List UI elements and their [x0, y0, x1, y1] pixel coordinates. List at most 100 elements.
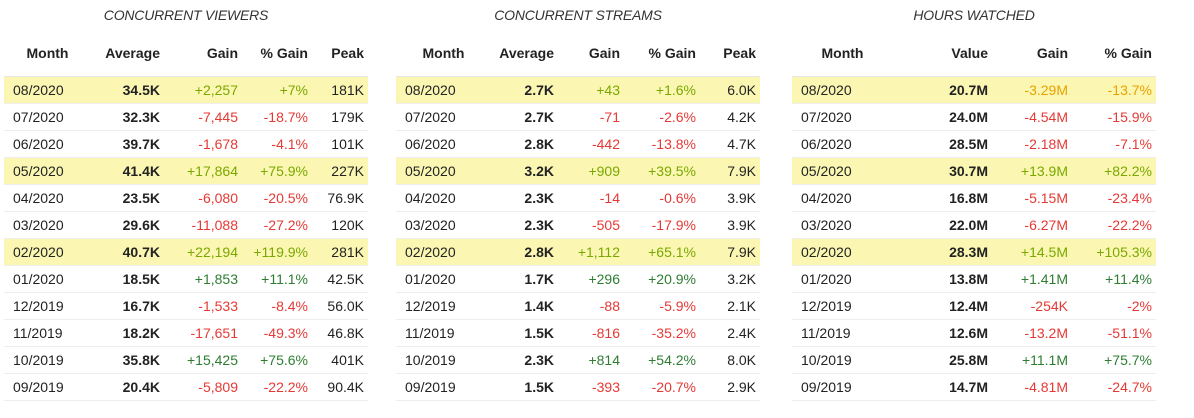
month-cell: 04/2020	[4, 184, 86, 212]
column-header-pct-gain[interactable]: % Gain	[624, 30, 700, 77]
pct-gain-cell: -17.9%	[624, 211, 700, 239]
gain-cell: -6,080	[164, 184, 242, 212]
month-cell: 07/2020	[4, 103, 86, 131]
average-cell: 1.7K	[486, 265, 558, 293]
gain-cell: -6.27M	[992, 211, 1072, 239]
pct-gain-cell: -2.6%	[624, 103, 700, 131]
column-header-gain[interactable]: Gain	[164, 30, 242, 77]
value-cell: 30.7M	[888, 157, 992, 185]
peak-cell: 3.9K	[700, 211, 760, 239]
gain-cell: -505	[558, 211, 624, 239]
peak-cell: 2.1K	[700, 292, 760, 320]
gain-cell: -393	[558, 373, 624, 401]
gain-cell: -71	[558, 103, 624, 131]
pct-gain-cell: -2%	[1072, 292, 1156, 320]
table-row: 02/2020 2.8K +1,112 +65.1% 7.9K	[396, 238, 760, 266]
column-header-average[interactable]: Average	[86, 30, 164, 77]
gain-cell: -3.29M	[992, 76, 1072, 104]
peak-cell: 101K	[312, 130, 368, 158]
column-header-month[interactable]: Month	[396, 30, 486, 77]
concurrent-viewers-title: CONCURRENT VIEWERS	[103, 7, 269, 23]
pct-gain-cell: +11.4%	[1072, 265, 1156, 293]
table-row: 03/2020 22.0M -6.27M -22.2%	[792, 211, 1156, 239]
gain-cell: -5.15M	[992, 184, 1072, 212]
month-cell: 10/2019	[4, 346, 86, 374]
table-row: 03/2020 2.3K -505 -17.9% 3.9K	[396, 211, 760, 239]
column-header-pct-gain[interactable]: % Gain	[242, 30, 312, 77]
table-row: 07/2020 2.7K -71 -2.6% 4.2K	[396, 103, 760, 131]
table-row: 01/2020 1.7K +296 +20.9% 3.2K	[396, 265, 760, 293]
pct-gain-cell: +11.1%	[242, 265, 312, 293]
month-cell: 07/2020	[396, 103, 486, 131]
gain-cell: -14	[558, 184, 624, 212]
average-cell: 16.7K	[86, 292, 164, 320]
gain-cell: -13.2M	[992, 319, 1072, 347]
concurrent-streams-panel: CONCURRENT STREAMS Month Average Gain % …	[396, 0, 760, 401]
hours-watched-table: Month Value Gain % Gain 08/2020 20.7M -3.2…	[792, 30, 1156, 401]
average-cell: 34.5K	[86, 76, 164, 104]
peak-cell: 401K	[312, 346, 368, 374]
column-header-peak[interactable]: Peak	[312, 30, 368, 77]
peak-cell: 181K	[312, 76, 368, 104]
average-cell: 2.7K	[486, 103, 558, 131]
column-header-month[interactable]: Month	[792, 30, 888, 77]
peak-cell: 42.5K	[312, 265, 368, 293]
pct-gain-cell: +39.5%	[624, 157, 700, 185]
table-row: 04/2020 16.8M -5.15M -23.4%	[792, 184, 1156, 212]
average-cell: 2.8K	[486, 130, 558, 158]
gain-cell: +43	[558, 76, 624, 104]
pct-gain-cell: -51.1%	[1072, 319, 1156, 347]
table-row: 03/2020 29.6K -11,088 -27.2% 120K	[4, 211, 368, 239]
month-cell: 05/2020	[792, 157, 888, 185]
average-cell: 2.3K	[486, 211, 558, 239]
table-row: 01/2020 13.8M +1.41M +11.4%	[792, 265, 1156, 293]
table-row: 11/2019 18.2K -17,651 -49.3% 46.8K	[4, 319, 368, 347]
month-cell: 09/2019	[792, 373, 888, 401]
column-header-gain[interactable]: Gain	[992, 30, 1072, 77]
table-row: 05/2020 30.7M +13.9M +82.2%	[792, 157, 1156, 185]
month-cell: 10/2019	[396, 346, 486, 374]
gain-cell: -4.81M	[992, 373, 1072, 401]
pct-gain-cell: +75.6%	[242, 346, 312, 374]
average-cell: 2.3K	[486, 184, 558, 212]
gain-cell: +909	[558, 157, 624, 185]
pct-gain-cell: -20.7%	[624, 373, 700, 401]
table-row: 07/2020 32.3K -7,445 -18.7% 179K	[4, 103, 368, 131]
average-cell: 1.5K	[486, 373, 558, 401]
gain-cell: -254K	[992, 292, 1072, 320]
value-cell: 12.6M	[888, 319, 992, 347]
average-cell: 35.8K	[86, 346, 164, 374]
month-cell: 04/2020	[792, 184, 888, 212]
column-header-month[interactable]: Month	[4, 30, 86, 77]
gain-cell: -11,088	[164, 211, 242, 239]
table-row: 11/2019 1.5K -816 -35.2% 2.4K	[396, 319, 760, 347]
month-cell: 06/2020	[396, 130, 486, 158]
column-header-gain[interactable]: Gain	[558, 30, 624, 77]
gain-cell: -816	[558, 319, 624, 347]
value-cell: 24.0M	[888, 103, 992, 131]
column-header-pct-gain[interactable]: % Gain	[1072, 30, 1156, 77]
pct-gain-cell: +105.3%	[1072, 238, 1156, 266]
pct-gain-cell: -49.3%	[242, 319, 312, 347]
average-cell: 23.5K	[86, 184, 164, 212]
gain-cell: -1,678	[164, 130, 242, 158]
month-cell: 03/2020	[792, 211, 888, 239]
table-row: 10/2019 35.8K +15,425 +75.6% 401K	[4, 346, 368, 374]
table-row: 04/2020 2.3K -14 -0.6% 3.9K	[396, 184, 760, 212]
column-header-peak[interactable]: Peak	[700, 30, 760, 77]
peak-cell: 90.4K	[312, 373, 368, 401]
column-header-value[interactable]: Value	[888, 30, 992, 77]
month-cell: 09/2019	[396, 373, 486, 401]
average-cell: 40.7K	[86, 238, 164, 266]
value-cell: 22.0M	[888, 211, 992, 239]
average-cell: 18.2K	[86, 319, 164, 347]
table-row: 09/2019 20.4K -5,809 -22.2% 90.4K	[4, 373, 368, 401]
table-row: 08/2020 20.7M -3.29M -13.7%	[792, 76, 1156, 104]
peak-cell: 281K	[312, 238, 368, 266]
month-cell: 01/2020	[4, 265, 86, 293]
month-cell: 05/2020	[4, 157, 86, 185]
gain-cell: -17,651	[164, 319, 242, 347]
column-header-average[interactable]: Average	[486, 30, 558, 77]
pct-gain-cell: +82.2%	[1072, 157, 1156, 185]
gain-cell: -2.18M	[992, 130, 1072, 158]
